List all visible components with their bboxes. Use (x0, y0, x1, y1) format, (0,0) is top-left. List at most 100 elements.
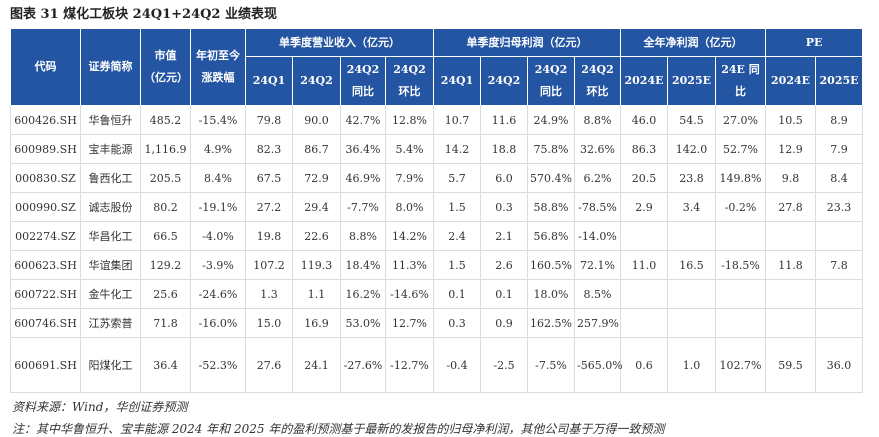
table-cell: 570.4% (527, 163, 575, 193)
table-cell: 1.3 (245, 279, 293, 309)
table-row: 000990.SZ 诚志股份 80.2 -19.1% 27.2 29.4 -7.7% 8.0%… (10, 192, 864, 222)
table-cell: 8.5% (574, 279, 621, 309)
table-cell: 002274.SZ (10, 221, 81, 251)
empty-cell (620, 308, 668, 338)
table-cell: 66.5 (140, 221, 191, 251)
table-cell: 149.8% (714, 163, 767, 193)
table-cell: -14.6% (385, 279, 434, 309)
group-header: 单季度营业收入（亿元） (245, 28, 434, 57)
table-row: 600691.SH 阳煤化工 36.4 -52.3% 27.6 24.1 -27.6% -12… (10, 337, 864, 393)
empty-cell (765, 221, 817, 251)
table-cell: 6.2% (574, 163, 621, 193)
table-cell: 36.4 (140, 337, 191, 393)
table-cell: 7.9 (815, 134, 864, 164)
table-cell: 27.0% (714, 105, 767, 135)
table-cell: -16.0% (190, 308, 246, 338)
table-cell: 12.8% (385, 105, 434, 135)
table-cell: 24.9% (527, 105, 575, 135)
table-row: 600722.SH 金牛化工 25.6 -24.6% 1.3 1.1 16.2% -14.6%… (10, 279, 864, 309)
empty-cell (714, 308, 767, 338)
header-cell: 2025E (667, 56, 716, 106)
table-cell: -2.5 (480, 337, 528, 393)
empty-cell (667, 308, 716, 338)
table-cell: 119.3 (292, 250, 341, 280)
table-cell: 11.8 (765, 250, 817, 280)
table-cell: -0.4 (433, 337, 481, 393)
table-cell: 142.0 (667, 134, 716, 164)
table-cell: 5.4% (385, 134, 434, 164)
table-cell: 6.0 (480, 163, 528, 193)
table-cell: 11.0 (620, 250, 668, 280)
table-cell: 1,116.9 (140, 134, 191, 164)
table-cell: 2.9 (620, 192, 668, 222)
table-cell: 8.8% (574, 105, 621, 135)
table-cell: 56.8% (527, 221, 575, 251)
table-cell: -19.1% (190, 192, 246, 222)
table-cell: 90.0 (292, 105, 341, 135)
table-cell: -18.5% (714, 250, 767, 280)
table-cell: 18.0% (527, 279, 575, 309)
empty-cell (815, 279, 864, 309)
table-cell: 3.4 (667, 192, 716, 222)
table-cell: 27.8 (765, 192, 817, 222)
table-cell: 600722.SH (10, 279, 81, 309)
table-cell: 0.1 (480, 279, 528, 309)
table-cell: 12.9 (765, 134, 817, 164)
empty-cell (620, 279, 668, 309)
table-cell: 华鲁恒升 (80, 105, 141, 135)
table-cell: 72.9 (292, 163, 341, 193)
table-cell: 257.9% (574, 308, 621, 338)
table-cell: 600426.SH (10, 105, 81, 135)
table-cell: 67.5 (245, 163, 293, 193)
table-cell: 107.2 (245, 250, 293, 280)
table-cell: -14.0% (574, 221, 621, 251)
table-cell: 9.8 (765, 163, 817, 193)
table-cell: 2.4 (433, 221, 481, 251)
table-cell: 10.7 (433, 105, 481, 135)
table-cell: 8.0% (385, 192, 434, 222)
table-cell: -78.5% (574, 192, 621, 222)
header-cell: 24Q2 同比 (340, 56, 386, 106)
table: 代码 证券简称 市值（亿元） 年初至今涨跌幅 单季度营业收入（亿元） 单季度归母利润（亿元… (10, 28, 864, 393)
table-cell: -15.4% (190, 105, 246, 135)
table-cell: 600623.SH (10, 250, 81, 280)
table-cell: 22.6 (292, 221, 341, 251)
table-cell: 0.6 (620, 337, 668, 393)
table-cell: 阳煤化工 (80, 337, 141, 393)
table-row: 002274.SZ 华昌化工 66.5 -4.0% 19.8 22.6 8.8% 14.2% 2… (10, 221, 864, 251)
group-header: 单季度归母利润（亿元） (433, 28, 621, 57)
table-cell: 102.7% (714, 337, 767, 393)
table-row: 600623.SH 华谊集团 129.2 -3.9% 107.2 119.3 18.4% 11… (10, 250, 864, 280)
table-cell: 82.3 (245, 134, 293, 164)
empty-cell (620, 221, 668, 251)
table-cell: 80.2 (140, 192, 191, 222)
header-cell: 24Q2 环比 (574, 56, 621, 106)
empty-cell (667, 279, 716, 309)
table-row: 600426.SH 华鲁恒升 485.2 -15.4% 79.8 90.0 42.7% 12.… (10, 105, 864, 135)
table-cell: -3.9% (190, 250, 246, 280)
table-cell: 4.9% (190, 134, 246, 164)
source: 资料来源：Wind，华创证券预测 (12, 400, 188, 414)
table-cell: 1.1 (292, 279, 341, 309)
table-cell: 59.5 (765, 337, 817, 393)
table-cell: 20.5 (620, 163, 668, 193)
table-cell: 1.0 (667, 337, 716, 393)
table-cell: 鲁西化工 (80, 163, 141, 193)
header-cell: 代码 (10, 28, 81, 106)
header-cell: 2024E (765, 56, 817, 106)
table-cell: 42.7% (340, 105, 386, 135)
table-cell: 12.7% (385, 308, 434, 338)
table-cell: 129.2 (140, 250, 191, 280)
table-cell: 53.0% (340, 308, 386, 338)
table-cell: 600989.SH (10, 134, 81, 164)
table-cell: 36.4% (340, 134, 386, 164)
table-cell: -4.0% (190, 221, 246, 251)
table-cell: 23.3 (815, 192, 864, 222)
table-cell: 52.7% (714, 134, 767, 164)
table-cell: 54.5 (667, 105, 716, 135)
table-cell: 600691.SH (10, 337, 81, 393)
table-cell: 8.9 (815, 105, 864, 135)
table-cell: 16.2% (340, 279, 386, 309)
header-cell: 24E 同比 (714, 56, 767, 106)
